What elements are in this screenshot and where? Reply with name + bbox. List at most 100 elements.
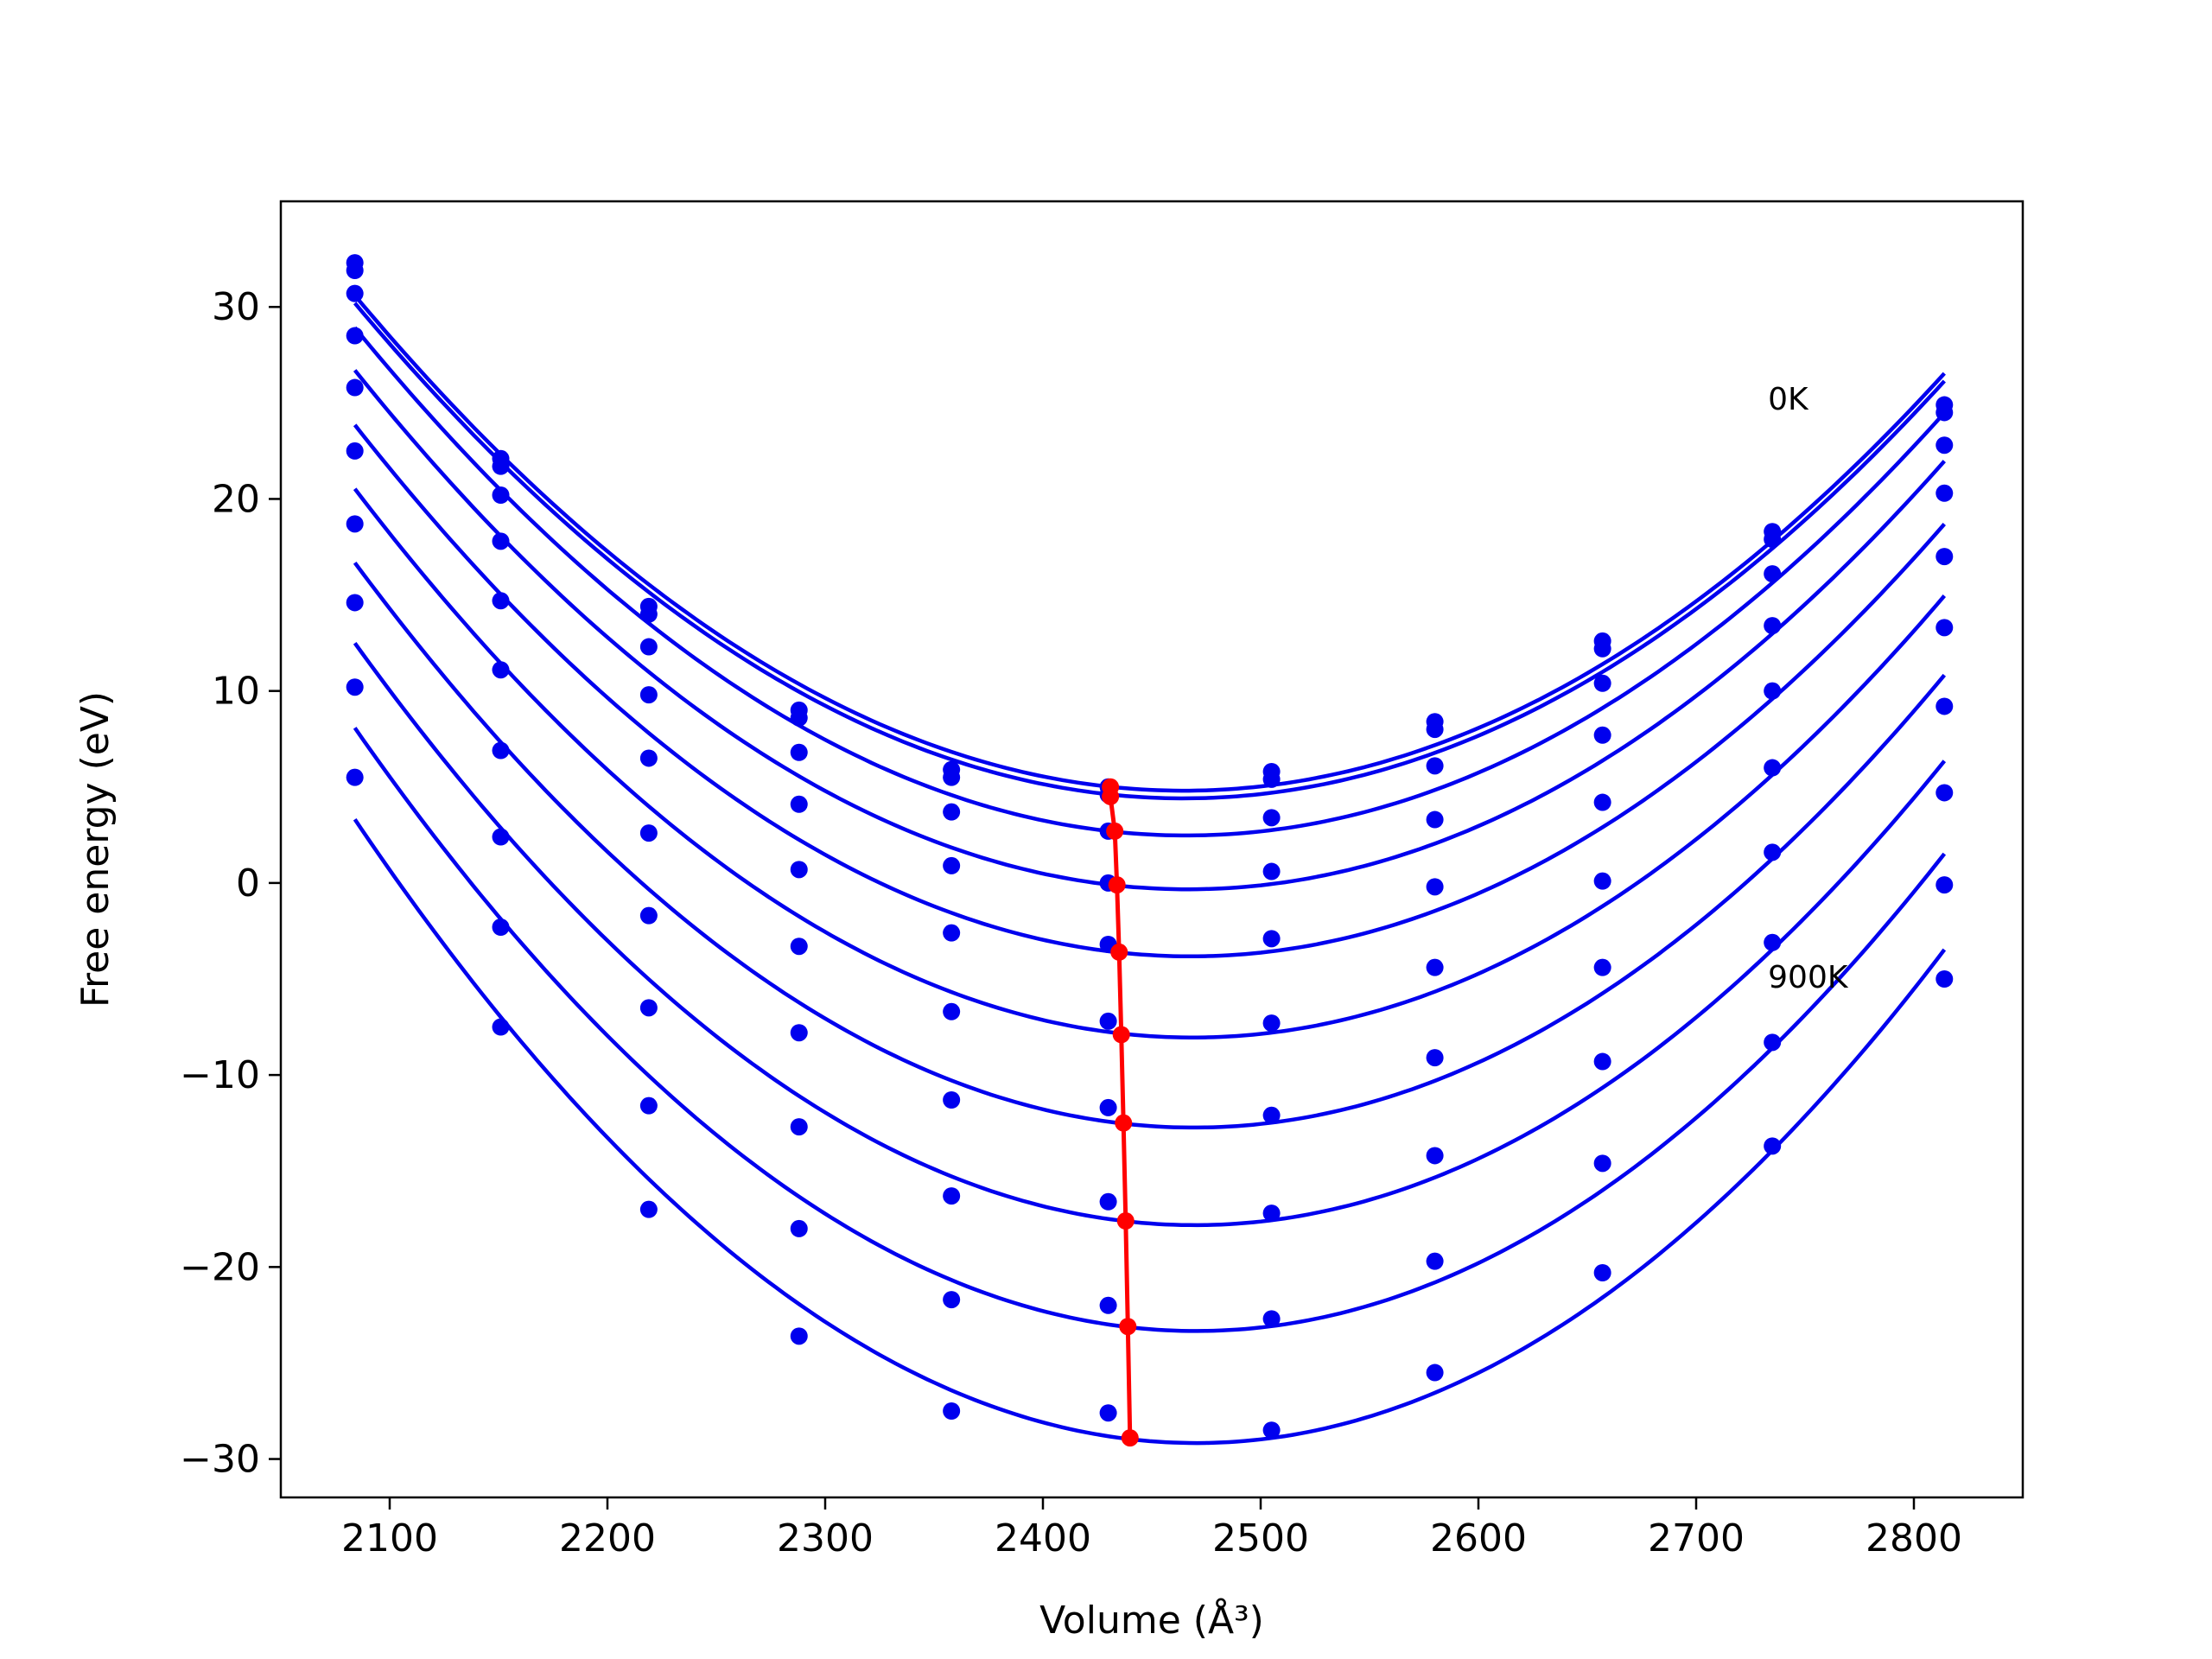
y-tick-label: 30: [212, 285, 260, 329]
data-point: [346, 378, 364, 397]
data-point: [1262, 1106, 1281, 1124]
data-point: [1099, 1098, 1117, 1116]
data-point: [639, 999, 658, 1017]
data-point: [639, 824, 658, 842]
data-point: [1936, 484, 1954, 502]
x-axis-ticks: 2100 2200 2300 2400 2500 2600 2700 2800: [341, 1497, 1962, 1560]
x-tick-label: 2600: [1430, 1516, 1527, 1560]
data-point: [943, 1002, 961, 1020]
annotation-label: 900K: [1768, 960, 1849, 995]
fit-curve-8: [353, 727, 1947, 1333]
data-point: [1936, 784, 1954, 802]
x-tick-label: 2400: [995, 1516, 1091, 1560]
data-point: [1426, 1252, 1444, 1270]
data-point: [346, 768, 364, 786]
fit-curve-1: [353, 302, 1946, 801]
plot-frame: [279, 200, 2024, 1499]
data-point: [1593, 726, 1611, 744]
fit-curves: [353, 294, 1947, 1446]
x-tick-label: 2800: [1866, 1516, 1962, 1560]
y-tick-label: −10: [180, 1053, 260, 1097]
data-point: [1764, 1137, 1782, 1155]
data-point: [1426, 1147, 1444, 1165]
data-point: [1936, 548, 1954, 566]
data-point: [1764, 531, 1782, 549]
data-point: [1426, 1049, 1444, 1067]
data-point: [1426, 810, 1444, 829]
data-point: [1764, 1033, 1782, 1052]
data-point: [1262, 1014, 1281, 1033]
data-point: [1262, 862, 1281, 880]
data-point: [943, 1187, 961, 1205]
data-point: [943, 856, 961, 874]
y-axis-ticks: 30 20 10 0 −10 −20 −30: [180, 285, 281, 1482]
data-point: [1593, 1154, 1611, 1173]
data-point: [492, 741, 510, 760]
data-point: [790, 743, 808, 761]
data-point: [790, 1024, 808, 1042]
data-point: [790, 861, 808, 879]
data-point: [1099, 1404, 1117, 1422]
minimum-point: [1116, 1212, 1135, 1230]
minimum-point: [1119, 1318, 1137, 1336]
data-point: [346, 284, 364, 302]
annotation-label: 0K: [1768, 382, 1809, 417]
data-point: [1426, 878, 1444, 896]
x-tick-label: 2300: [777, 1516, 874, 1560]
data-point: [1262, 1310, 1281, 1328]
data-point: [639, 605, 658, 623]
data-point: [1099, 1192, 1117, 1211]
data-point: [492, 918, 510, 936]
minimum-energy-line: [1102, 778, 1139, 1447]
y-tick-label: 0: [236, 861, 260, 906]
data-point: [1593, 674, 1611, 692]
data-point: [1593, 639, 1611, 658]
data-point: [1262, 1421, 1281, 1440]
data-point: [492, 592, 510, 610]
x-tick-label: 2100: [341, 1516, 438, 1560]
data-point: [639, 1200, 658, 1218]
data-point: [1593, 872, 1611, 890]
data-point: [346, 678, 364, 696]
data-point: [1262, 1205, 1281, 1223]
data-point: [1262, 930, 1281, 948]
data-point: [639, 638, 658, 656]
data-point: [790, 938, 808, 956]
fit-curve-2: [353, 326, 1946, 838]
data-point: [1426, 1363, 1444, 1382]
data-point: [492, 1018, 510, 1036]
minimum-line: [1108, 786, 1133, 1439]
data-point: [1764, 617, 1782, 635]
y-tick-label: −20: [180, 1245, 260, 1289]
minimum-point: [1112, 1026, 1130, 1044]
data-point: [943, 768, 961, 786]
data-point: [346, 262, 364, 279]
data-point: [790, 1327, 808, 1345]
data-point: [1764, 565, 1782, 583]
data-point: [1936, 404, 1954, 422]
data-point: [943, 924, 961, 942]
data-point: [1426, 757, 1444, 775]
data-point: [790, 1219, 808, 1237]
minimum-point: [1102, 787, 1120, 805]
data-point: [943, 1291, 961, 1309]
minimum-point: [1115, 1114, 1133, 1132]
data-point: [1593, 958, 1611, 976]
y-tick-label: 10: [212, 670, 260, 714]
data-point: [1426, 958, 1444, 976]
data-point: [1936, 876, 1954, 894]
minimum-point: [1121, 1429, 1139, 1447]
data-point: [346, 594, 364, 612]
fit-curve-4: [353, 423, 1946, 959]
fit-curve-5: [353, 487, 1947, 1039]
x-tick-label: 2200: [559, 1516, 656, 1560]
data-point: [346, 515, 364, 533]
minimum-point: [1106, 822, 1124, 840]
data-point: [1426, 721, 1444, 739]
data-point: [492, 828, 510, 846]
data-point: [1593, 793, 1611, 811]
data-point: [1936, 697, 1954, 715]
data-point: [943, 1402, 961, 1420]
data-point: [492, 661, 510, 679]
data-point: [1936, 619, 1954, 637]
